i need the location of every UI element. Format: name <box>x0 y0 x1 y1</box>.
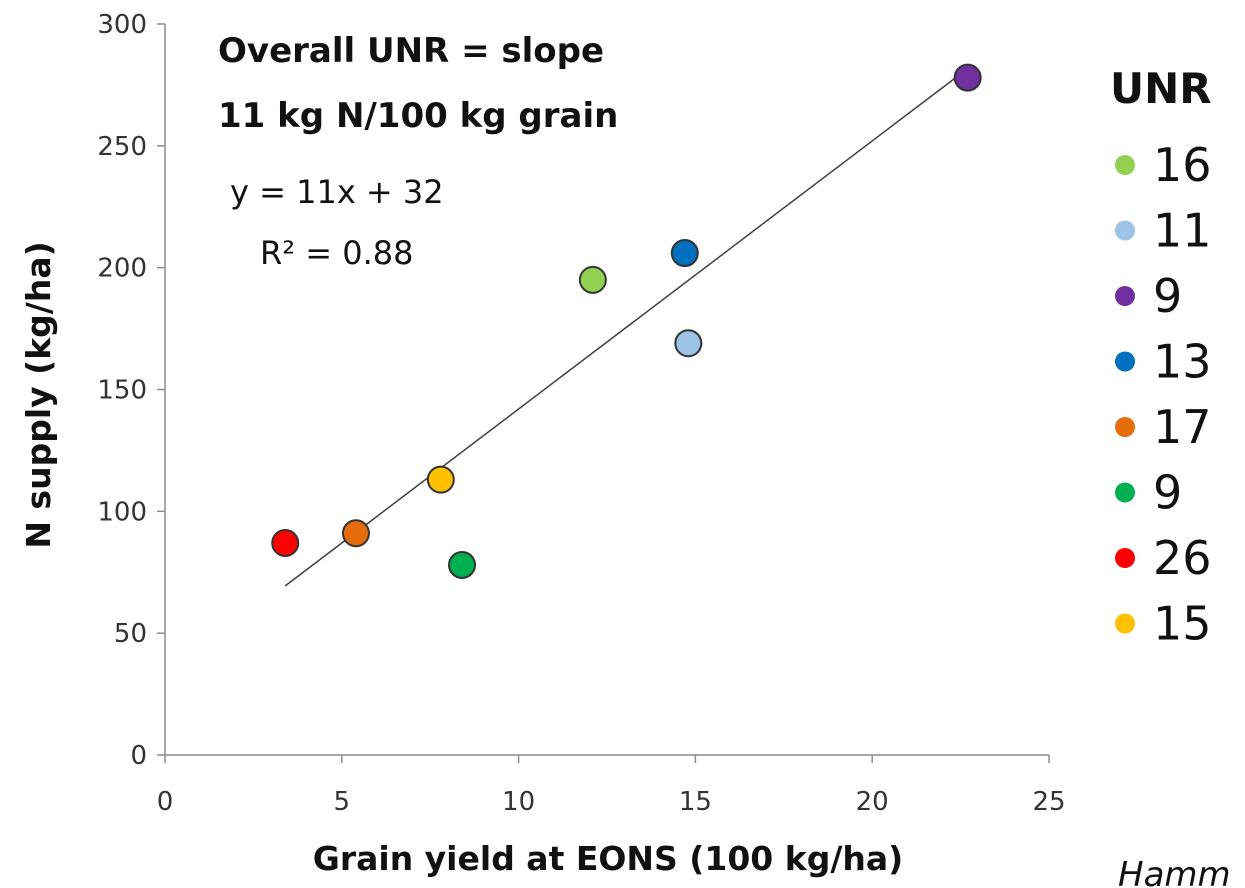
x-tick-label: 0 <box>157 787 174 817</box>
legend-marker <box>1115 351 1135 372</box>
data-point <box>341 519 370 548</box>
y-tick-label: 0 <box>130 741 147 771</box>
legend-marker <box>1115 482 1135 503</box>
chart-axes: 0 50 100 150 200 250 300 0 5 10 15 20 25 <box>97 10 1065 817</box>
x-tick-label: 25 <box>1032 787 1065 817</box>
legend-label: 16 <box>1153 138 1212 192</box>
legend: 16 11 9 13 17 9 26 15 <box>1115 138 1212 651</box>
annotation-overall-unr: Overall UNR = slope <box>218 31 604 71</box>
x-tick-label: 15 <box>679 787 712 817</box>
legend-marker <box>1115 286 1135 306</box>
data-point <box>953 63 982 92</box>
data-point <box>578 265 607 294</box>
legend-title: UNR <box>1110 64 1212 113</box>
x-tick-label: 20 <box>856 787 889 817</box>
legend-marker <box>1115 417 1135 437</box>
legend-label: 11 <box>1153 204 1212 258</box>
x-axis-title: Grain yield at EONS (100 kg/ha) <box>313 839 903 878</box>
x-tick-label: 5 <box>334 787 351 817</box>
legend-label: 9 <box>1153 466 1182 520</box>
data-point <box>674 329 703 358</box>
legend-label: 15 <box>1153 597 1212 651</box>
y-tick-label: 150 <box>97 376 147 406</box>
y-tick-label: 50 <box>114 619 147 649</box>
trendline-group <box>284 67 969 587</box>
annotation-slope-units: 11 kg N/100 kg grain <box>218 96 618 136</box>
legend-marker <box>1115 548 1135 568</box>
data-point <box>448 550 477 579</box>
annotation-equation: y = 11x + 32 <box>230 173 444 211</box>
y-tick-label: 100 <box>97 497 147 527</box>
trendline <box>284 67 969 587</box>
y-axis-title: N supply (kg/ha) <box>19 241 58 548</box>
data-point <box>271 529 300 558</box>
legend-marker <box>1115 155 1135 175</box>
data-point <box>426 465 455 494</box>
x-tick-label: 10 <box>502 787 535 817</box>
legend-label: 13 <box>1153 335 1212 389</box>
legend-label: 17 <box>1153 400 1212 454</box>
y-tick-label: 250 <box>97 132 147 162</box>
y-tick-label: 300 <box>97 10 147 40</box>
data-point <box>670 239 699 268</box>
legend-label: 26 <box>1153 531 1212 585</box>
data-points <box>271 63 982 579</box>
legend-label: 9 <box>1153 269 1182 323</box>
legend-marker <box>1115 220 1135 241</box>
source-note: Hamm <box>1118 855 1231 888</box>
y-tick-label: 200 <box>97 254 147 284</box>
legend-marker <box>1115 613 1135 634</box>
annotation-r-squared: R² = 0.88 <box>260 234 413 272</box>
